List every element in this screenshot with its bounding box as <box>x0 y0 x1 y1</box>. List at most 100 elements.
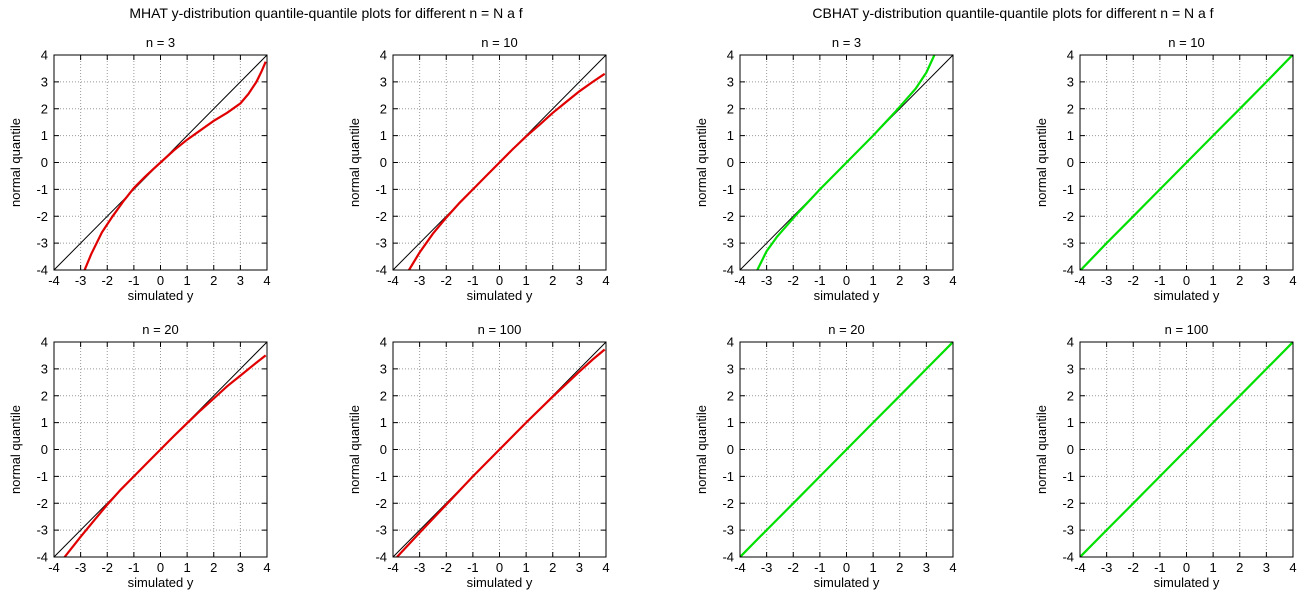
x-tick-label: -1 <box>467 560 479 575</box>
x-tick-label: 0 <box>157 273 164 288</box>
x-axis-label: simulated y <box>128 288 194 303</box>
x-tick-label: 4 <box>1289 560 1296 575</box>
y-tick-label: -3 <box>375 236 387 251</box>
y-axis-label: normal quantile <box>1034 405 1049 494</box>
x-tick-label: 1 <box>184 273 191 288</box>
x-tick-label: -4 <box>734 560 746 575</box>
y-tick-label: 2 <box>41 388 48 403</box>
subplot-title: n = 10 <box>1168 35 1205 50</box>
y-tick-label: 0 <box>41 155 48 170</box>
y-tick-label: -2 <box>722 496 734 511</box>
x-tick-label: -3 <box>75 560 87 575</box>
y-axis-label: normal quantile <box>694 405 709 494</box>
y-tick-label: -4 <box>722 263 734 278</box>
qq-panel-cbhat-4: -4 -3 -2 -1 0 1 2 3 4 -4 -3 -2 -1 0 1 2 3 4 n = 10 simulate… <box>1034 35 1297 303</box>
x-tick-label: -1 <box>1154 560 1166 575</box>
y-tick-label: 1 <box>41 415 48 430</box>
x-tick-label: 3 <box>923 560 930 575</box>
y-tick-label: 1 <box>380 415 387 430</box>
y-axis-label: normal quantile <box>347 118 362 207</box>
x-tick-label: -4 <box>387 560 399 575</box>
x-tick-label: 3 <box>1263 560 1270 575</box>
x-tick-label: 1 <box>523 273 530 288</box>
y-tick-label: 0 <box>380 442 387 457</box>
x-tick-label: 1 <box>870 560 877 575</box>
y-tick-label: 0 <box>727 442 734 457</box>
qq-panel-mhat-6: -4 -3 -2 -1 0 1 2 3 4 -4 -3 -2 -1 0 1 2 3 4 n = 100 simulat… <box>347 322 610 590</box>
subplot-title: n = 3 <box>832 35 861 50</box>
subplot-title: n = 20 <box>142 322 179 337</box>
y-tick-label: 3 <box>41 361 48 376</box>
mhat-figure-title: MHAT y-distribution quantile-quantile pl… <box>129 5 522 21</box>
y-tick-label: 4 <box>727 335 734 350</box>
x-tick-label: 2 <box>1236 560 1243 575</box>
x-tick-label: 4 <box>263 560 270 575</box>
subplot-title: n = 100 <box>478 322 522 337</box>
x-tick-label: -2 <box>787 273 799 288</box>
y-tick-label: 3 <box>727 361 734 376</box>
y-tick-label: -2 <box>1062 496 1074 511</box>
x-tick-label: 0 <box>1183 560 1190 575</box>
y-tick-label: -1 <box>1062 182 1074 197</box>
cbhat-figure-title: CBHAT y-distribution quantile-quantile p… <box>812 5 1213 21</box>
x-tick-label: 4 <box>263 273 270 288</box>
x-tick-label: -2 <box>787 560 799 575</box>
y-tick-label: -4 <box>1062 263 1074 278</box>
qq-curve <box>408 72 606 270</box>
y-tick-label: 3 <box>41 74 48 89</box>
x-tick-label: -4 <box>1074 273 1086 288</box>
y-tick-label: 4 <box>41 48 48 63</box>
y-tick-label: -3 <box>722 236 734 251</box>
x-tick-label: -2 <box>1127 560 1139 575</box>
y-tick-label: -2 <box>36 209 48 224</box>
y-tick-label: 1 <box>41 128 48 143</box>
x-tick-label: 0 <box>496 560 503 575</box>
y-tick-label: -2 <box>722 209 734 224</box>
y-axis-label: normal quantile <box>1034 118 1049 207</box>
y-tick-label: -3 <box>1062 523 1074 538</box>
y-tick-label: 0 <box>380 155 387 170</box>
x-tick-label: 2 <box>896 273 903 288</box>
y-tick-label: 2 <box>1067 388 1074 403</box>
y-tick-label: -2 <box>375 496 387 511</box>
y-tick-label: 2 <box>380 101 387 116</box>
qq-panel-mhat-2: -4 -3 -2 -1 0 1 2 3 4 -4 -3 -2 -1 0 1 2 3 4 n = 10 simulate… <box>347 35 610 303</box>
x-tick-label: -4 <box>48 273 60 288</box>
y-tick-label: 3 <box>1067 361 1074 376</box>
x-tick-label: 3 <box>576 560 583 575</box>
x-tick-label: -2 <box>101 273 113 288</box>
y-tick-label: 2 <box>727 101 734 116</box>
x-tick-label: 0 <box>1183 273 1190 288</box>
x-tick-label: 1 <box>1210 560 1217 575</box>
x-tick-label: -3 <box>761 560 773 575</box>
x-tick-label: 4 <box>1289 273 1296 288</box>
x-axis-label: simulated y <box>467 575 533 590</box>
x-tick-label: 1 <box>184 560 191 575</box>
y-tick-label: 2 <box>380 388 387 403</box>
y-tick-label: 4 <box>727 48 734 63</box>
y-axis-label: normal quantile <box>8 118 23 207</box>
x-tick-label: 0 <box>843 273 850 288</box>
y-tick-label: 1 <box>1067 415 1074 430</box>
x-tick-label: -3 <box>761 273 773 288</box>
y-tick-label: 4 <box>41 335 48 350</box>
x-tick-label: 4 <box>949 273 956 288</box>
y-tick-label: 4 <box>1067 335 1074 350</box>
y-tick-label: -1 <box>1062 469 1074 484</box>
y-tick-label: 3 <box>380 361 387 376</box>
y-tick-label: -3 <box>375 523 387 538</box>
qq-panel-mhat-1: -4 -3 -2 -1 0 1 2 3 4 -4 -3 -2 -1 0 1 2 3 4 n = 3 simulated… <box>8 35 271 303</box>
y-tick-label: -1 <box>722 182 734 197</box>
x-axis-label: simulated y <box>1154 575 1220 590</box>
x-tick-label: -2 <box>1127 273 1139 288</box>
x-tick-label: 4 <box>602 560 609 575</box>
y-tick-label: -4 <box>375 263 387 278</box>
x-tick-label: 4 <box>602 273 609 288</box>
x-tick-label: 1 <box>523 560 530 575</box>
y-tick-label: 3 <box>1067 74 1074 89</box>
x-tick-label: 2 <box>210 560 217 575</box>
qq-curve <box>1080 342 1293 557</box>
qq-curve <box>83 61 267 270</box>
qq-curve <box>1080 55 1293 270</box>
